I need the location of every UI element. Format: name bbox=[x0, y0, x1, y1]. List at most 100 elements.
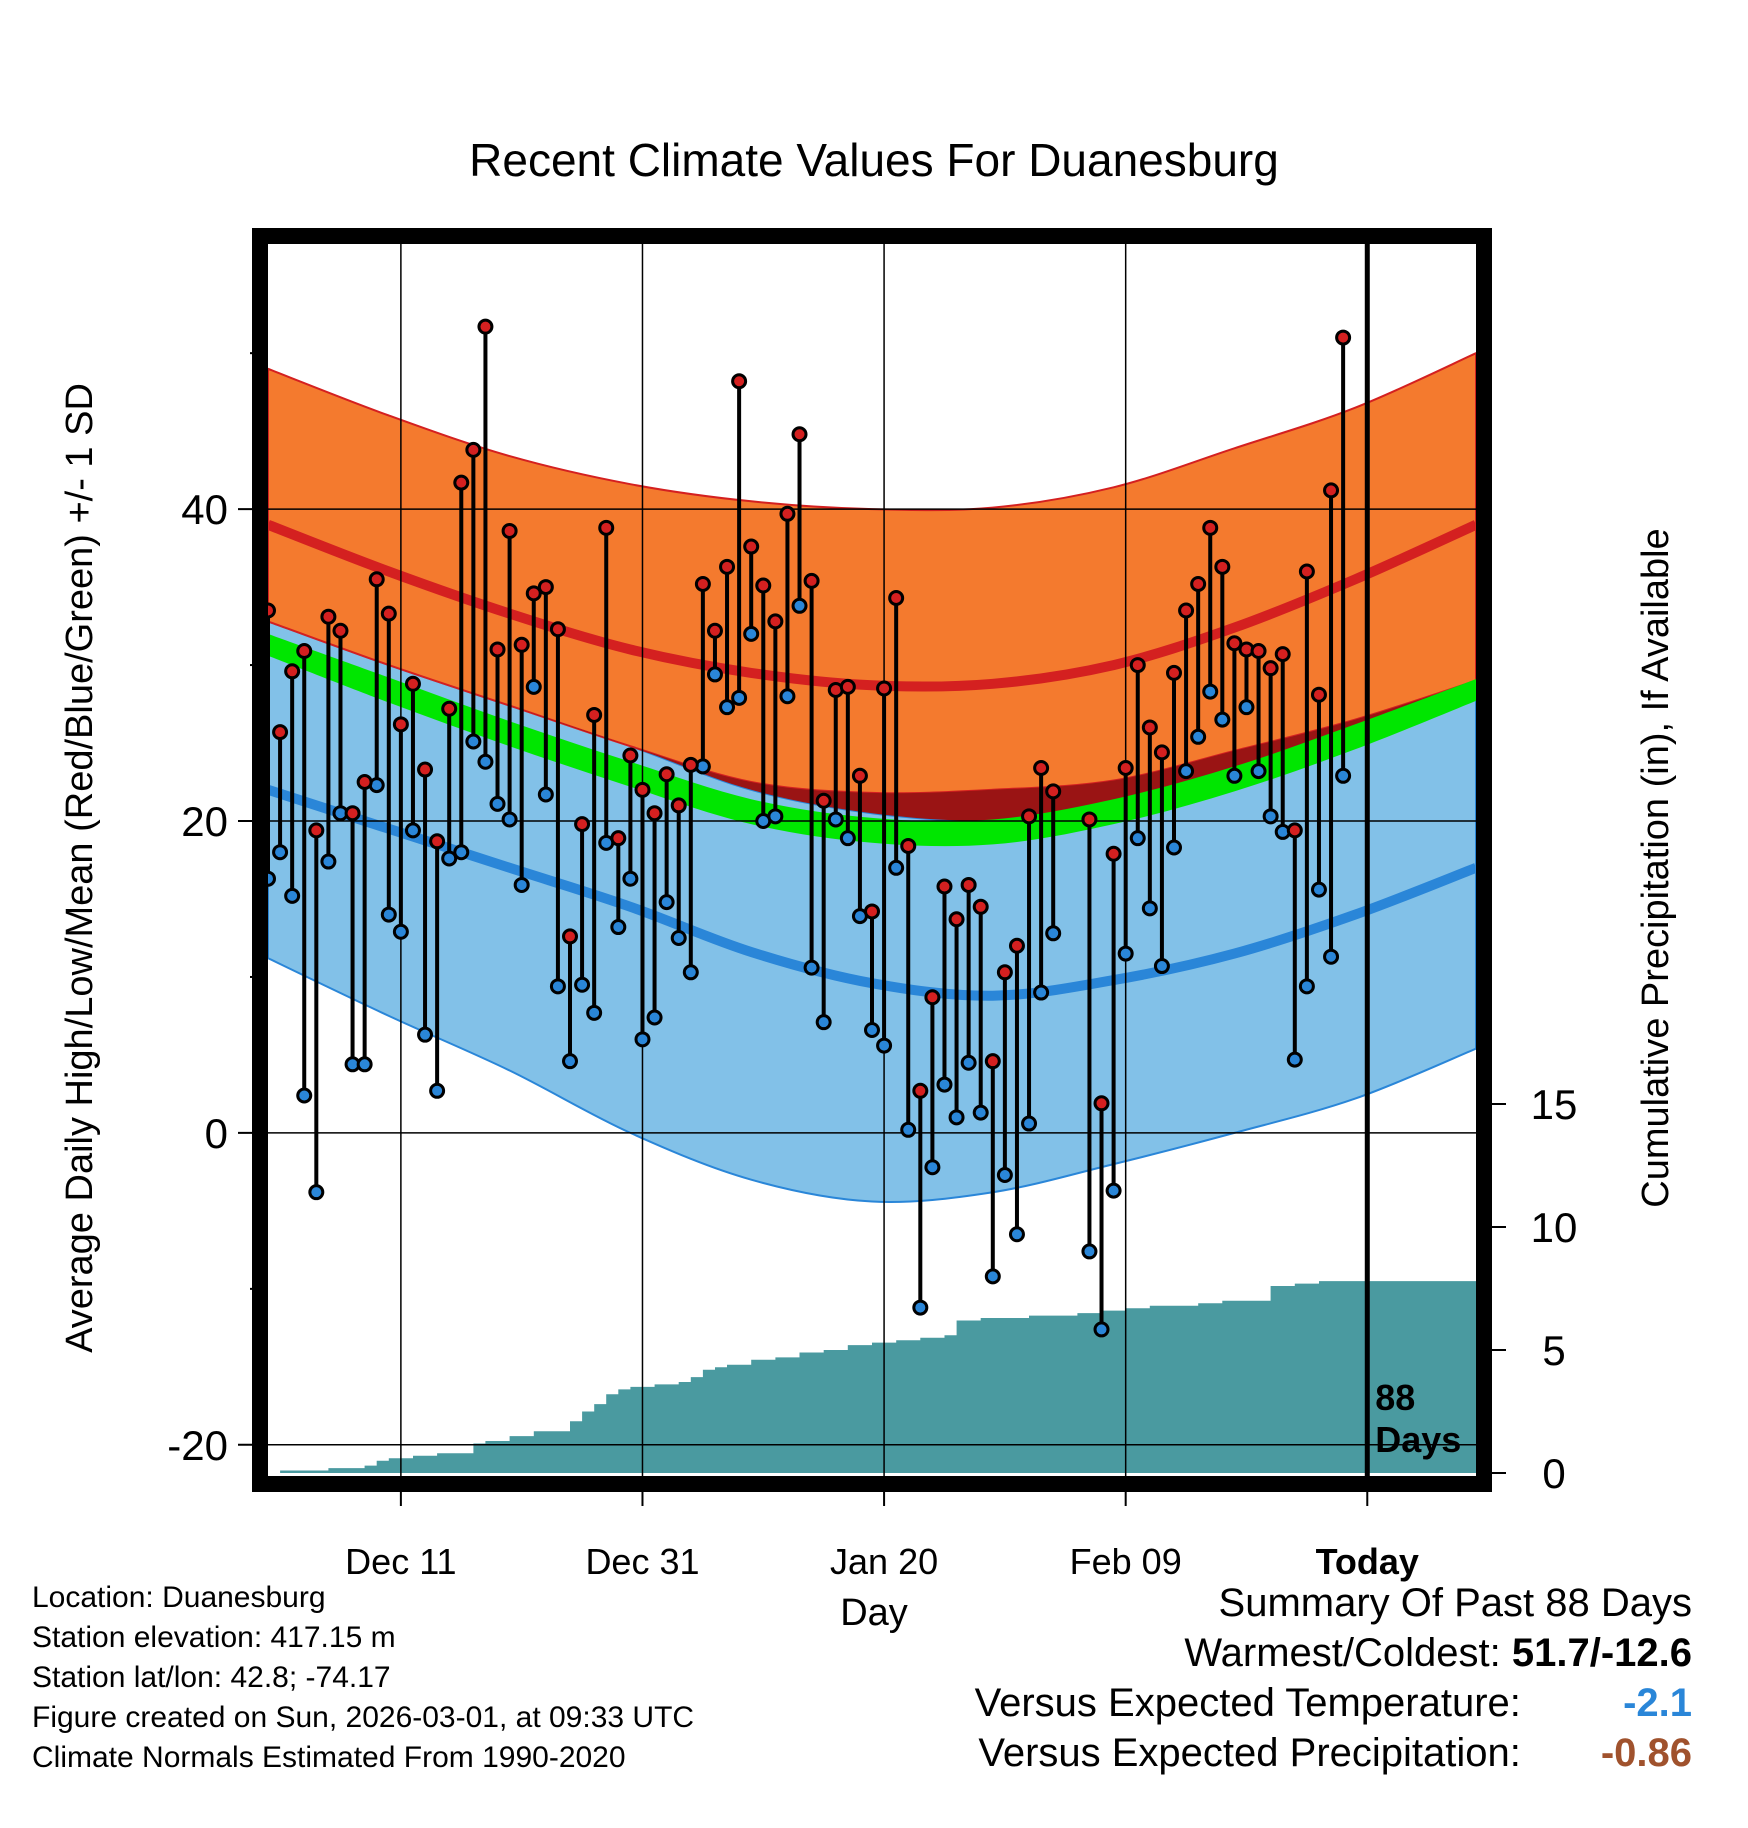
daily-low-point bbox=[1214, 711, 1231, 728]
chart-title: Recent Climate Values For Duanesburg bbox=[469, 134, 1279, 186]
axes: -20 0 20 40 Dec 11 Dec 31 Jan 20 Feb 09 Today 0 5 1… bbox=[167, 352, 1578, 1582]
daily-low-point bbox=[706, 666, 723, 683]
daily-high-point bbox=[960, 876, 977, 893]
daily-high-point bbox=[948, 911, 965, 928]
daily-high-point bbox=[1008, 937, 1025, 954]
daily-high-point bbox=[1141, 719, 1158, 736]
daily-low-point bbox=[743, 625, 760, 642]
daily-low-point bbox=[1238, 699, 1255, 716]
daily-low-point bbox=[1166, 839, 1182, 856]
daily-high-point bbox=[622, 747, 639, 764]
daily-low-point bbox=[1129, 830, 1146, 847]
daily-low-point bbox=[453, 844, 470, 861]
daily-low-point bbox=[1202, 683, 1219, 700]
daily-high-point bbox=[888, 590, 905, 607]
daily-low-point bbox=[888, 859, 905, 876]
daily-high-point bbox=[586, 706, 603, 723]
daily-high-point bbox=[731, 373, 748, 390]
daily-low-point bbox=[1008, 1226, 1025, 1243]
days-unit-label: Days bbox=[1375, 1419, 1461, 1460]
daily-low-point bbox=[1178, 763, 1195, 780]
daily-high-point bbox=[1129, 657, 1146, 674]
daily-high-point bbox=[839, 678, 856, 695]
y2-tick-label: 15 bbox=[1531, 1081, 1578, 1128]
daily-low-point bbox=[719, 699, 736, 716]
x-tick-label: Feb 09 bbox=[1070, 1541, 1182, 1582]
x-tick-label: Today bbox=[1316, 1541, 1419, 1582]
daily-high-point bbox=[670, 797, 687, 814]
plot-frame bbox=[252, 228, 1492, 1492]
daily-high-point bbox=[1166, 664, 1182, 681]
daily-low-point bbox=[574, 976, 591, 993]
daily-low-point bbox=[392, 923, 409, 940]
daily-high-point bbox=[1117, 759, 1134, 776]
daily-high-point bbox=[1262, 660, 1279, 677]
daily-low-point bbox=[948, 1109, 965, 1126]
daily-low-point bbox=[900, 1121, 917, 1138]
daily-low-point bbox=[525, 678, 542, 695]
daily-high-point bbox=[1153, 744, 1170, 761]
daily-low-point bbox=[658, 894, 675, 911]
daily-low-point bbox=[1105, 1182, 1122, 1199]
daily-low-point bbox=[1335, 767, 1352, 784]
daily-low-point bbox=[380, 906, 397, 923]
daily-high-point bbox=[465, 441, 482, 458]
daily-high-point bbox=[404, 675, 421, 692]
y-axis-label: Average Daily High/Low/Mean (Red/Blue/Gr… bbox=[59, 383, 101, 1353]
daily-high-point bbox=[537, 579, 554, 596]
daily-low-point bbox=[936, 1076, 953, 1093]
daily-low-point bbox=[960, 1054, 977, 1071]
x-tick-label: Dec 31 bbox=[585, 1541, 699, 1582]
daily-high-point bbox=[268, 602, 276, 619]
daily-high-point bbox=[972, 898, 989, 915]
daily-high-point bbox=[1081, 811, 1098, 828]
daily-high-point bbox=[900, 837, 917, 854]
daily-high-point bbox=[755, 577, 772, 594]
daily-low-point bbox=[1045, 925, 1062, 942]
daily-low-point bbox=[1262, 808, 1279, 825]
daily-low-point bbox=[1033, 984, 1050, 1001]
daily-high-point bbox=[1045, 783, 1062, 800]
summary-panel: Summary Of Past 88 Days Warmest/Coldest:… bbox=[792, 1578, 1692, 1778]
precip-anomaly-label: Versus Expected Precipitation: bbox=[978, 1731, 1521, 1775]
daily-high-point bbox=[1298, 563, 1315, 580]
daily-low-point bbox=[1093, 1321, 1110, 1338]
normals-text: Climate Normals Estimated From 1990-2020 bbox=[32, 1741, 626, 1774]
daily-high-point bbox=[368, 571, 385, 588]
daily-low-point bbox=[268, 870, 276, 887]
daily-low-point bbox=[404, 822, 421, 839]
daily-high-point bbox=[936, 878, 953, 895]
station-metadata: Location: Duanesburg Station elevation: … bbox=[32, 1578, 694, 1778]
daily-high-point bbox=[356, 774, 373, 791]
daily-high-point bbox=[610, 830, 627, 847]
temp-anomaly-row: Versus Expected Temperature: -2.1 bbox=[792, 1678, 1692, 1728]
daily-low-point bbox=[320, 853, 337, 870]
daily-high-point bbox=[1274, 646, 1291, 663]
precip-anomaly-value: -0.86 bbox=[1600, 1731, 1692, 1775]
daily-low-point bbox=[827, 811, 844, 828]
daily-low-point bbox=[296, 1087, 313, 1104]
daily-high-point bbox=[984, 1053, 1001, 1070]
daily-high-point bbox=[779, 505, 796, 522]
daily-low-point bbox=[670, 929, 687, 946]
daily-high-point bbox=[598, 519, 615, 536]
created-text: Figure created on Sun, 2026-03-01, at 09… bbox=[32, 1701, 695, 1734]
daily-low-point bbox=[441, 850, 458, 867]
daily-high-point bbox=[549, 621, 566, 638]
daily-low-point bbox=[864, 1021, 880, 1038]
daily-low-point bbox=[876, 1037, 893, 1054]
daily-high-point bbox=[1214, 558, 1231, 575]
daily-low-point bbox=[284, 887, 301, 904]
daily-high-point bbox=[392, 716, 409, 733]
daily-high-point bbox=[308, 822, 325, 839]
daily-low-point bbox=[622, 870, 639, 887]
daily-low-point bbox=[767, 808, 784, 825]
daily-low-point bbox=[815, 1014, 832, 1031]
daily-high-point bbox=[912, 1082, 929, 1099]
daily-high-point bbox=[1286, 822, 1303, 839]
daily-high-point bbox=[1190, 575, 1207, 592]
daily-low-point bbox=[272, 844, 289, 861]
x-tick-label: Dec 11 bbox=[345, 1541, 456, 1582]
daily-low-point bbox=[1153, 958, 1170, 975]
